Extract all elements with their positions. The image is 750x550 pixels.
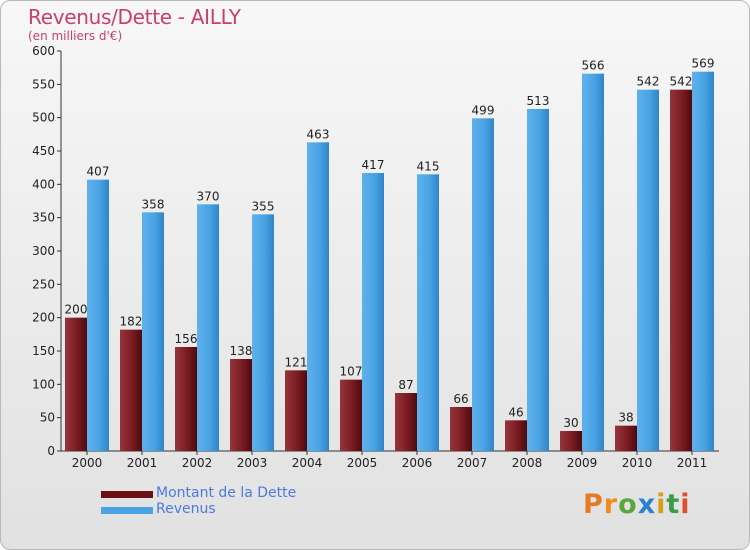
data-label-debt: 30 xyxy=(563,416,578,430)
data-label-debt: 156 xyxy=(175,332,198,346)
logo-letter: r xyxy=(603,489,619,520)
legend-swatch-revenus xyxy=(101,507,153,514)
bar-debt xyxy=(395,393,417,451)
data-label-debt: 182 xyxy=(120,315,143,329)
data-label-debt: 46 xyxy=(508,405,523,419)
logo-letter: i xyxy=(680,489,691,520)
data-label-revenus: 542 xyxy=(637,75,660,89)
data-label-revenus: 566 xyxy=(582,59,605,73)
y-tick-label: 50 xyxy=(40,411,55,425)
proxiti-logo: Proxiti xyxy=(583,489,691,520)
x-tick-label: 2005 xyxy=(347,456,378,470)
bar-revenus xyxy=(527,109,549,451)
x-tick-label: 2006 xyxy=(402,456,433,470)
x-tick-label: 2004 xyxy=(292,456,323,470)
y-tick-label: 150 xyxy=(32,344,55,358)
x-tick-label: 2000 xyxy=(72,456,103,470)
data-label-debt: 121 xyxy=(285,355,308,369)
data-label-debt: 138 xyxy=(230,344,253,358)
legend-swatch-debt xyxy=(101,491,153,498)
bar-debt xyxy=(340,379,362,451)
y-tick-label: 100 xyxy=(32,377,55,391)
data-label-revenus: 513 xyxy=(527,94,550,108)
bar-revenus xyxy=(582,73,604,452)
legend-label-revenus: Revenus xyxy=(156,501,216,517)
data-label-revenus: 407 xyxy=(87,165,110,179)
bar-revenus xyxy=(307,142,329,452)
data-label-revenus: 370 xyxy=(197,189,220,203)
data-label-debt: 38 xyxy=(618,411,633,425)
bar-revenus xyxy=(417,174,439,452)
x-tick-label: 2011 xyxy=(677,456,708,470)
chart-title: Revenus/Dette - AILLY xyxy=(28,5,241,29)
data-label-debt: 542 xyxy=(670,75,693,89)
bar-debt xyxy=(285,370,307,451)
bar-revenus xyxy=(87,179,109,451)
logo-letter: i xyxy=(656,489,667,520)
y-tick-label: 350 xyxy=(32,211,55,225)
y-tick-label: 550 xyxy=(32,77,55,91)
data-label-debt: 200 xyxy=(65,303,88,317)
y-tick-label: 250 xyxy=(32,277,55,291)
bar-revenus xyxy=(142,212,164,451)
bar-debt xyxy=(120,329,142,451)
bars xyxy=(65,71,714,452)
data-label-debt: 87 xyxy=(398,378,413,392)
bar-revenus xyxy=(472,118,494,451)
y-tick-label: 400 xyxy=(32,177,55,191)
bar-debt xyxy=(670,89,692,452)
x-tick-label: 2008 xyxy=(512,456,543,470)
data-label-debt: 66 xyxy=(453,392,468,406)
bar-revenus xyxy=(692,71,714,452)
logo-letter: t xyxy=(666,489,681,520)
data-label-revenus: 499 xyxy=(472,103,495,117)
data-label-revenus: 355 xyxy=(252,199,275,213)
bar-debt xyxy=(230,359,252,451)
y-tick-label: 0 xyxy=(47,444,55,458)
data-label-revenus: 569 xyxy=(692,57,715,71)
y-tick-label: 600 xyxy=(32,44,55,58)
data-label-revenus: 358 xyxy=(142,197,165,211)
logo-letter: P xyxy=(583,489,604,520)
data-label-revenus: 463 xyxy=(307,127,330,141)
bar-debt xyxy=(615,425,637,451)
x-tick-label: 2002 xyxy=(182,456,213,470)
bar-debt xyxy=(450,407,472,451)
data-label-revenus: 417 xyxy=(362,158,385,172)
data-label-debt: 107 xyxy=(340,365,363,379)
x-tick-label: 2007 xyxy=(457,456,488,470)
axes: 0 50 100 150 200 250 300 350 400 450 500 550 600 2000… xyxy=(32,44,719,470)
logo-letter: x xyxy=(637,489,657,520)
bar-debt xyxy=(65,317,87,451)
y-tick-label: 200 xyxy=(32,311,55,325)
x-tick-label: 2001 xyxy=(127,456,158,470)
chart-subtitle: (en milliers d'€) xyxy=(28,29,123,43)
legend-label-debt: Montant de la Dette xyxy=(156,485,297,501)
x-tick-label: 2003 xyxy=(237,456,268,470)
data-labels: 200 407 182 358 156 370 138 355 121 463 107 417 87 41… xyxy=(65,57,715,430)
bar-revenus xyxy=(197,204,219,451)
y-tick-label: 500 xyxy=(32,111,55,125)
bar-debt xyxy=(175,347,197,451)
bar-debt xyxy=(505,420,527,451)
bar-revenus xyxy=(252,214,274,451)
logo-letter: o xyxy=(618,489,638,520)
x-tick-label: 2010 xyxy=(622,456,653,470)
y-tick-label: 450 xyxy=(32,144,55,158)
data-label-revenus: 415 xyxy=(417,159,440,173)
x-tick-label: 2009 xyxy=(567,456,598,470)
bar-revenus xyxy=(362,173,384,451)
bar-revenus xyxy=(637,89,659,452)
bar-debt xyxy=(560,431,582,451)
y-tick-label: 300 xyxy=(32,244,55,258)
